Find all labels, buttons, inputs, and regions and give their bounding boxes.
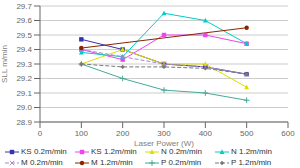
svg-text:500: 500 — [240, 129, 254, 138]
html-text:KS 0.2m/min: KS 0.2m/min — [21, 147, 67, 156]
html-text:P 0.2m/min: P 0.2m/min — [161, 158, 202, 167]
svg-text:29.1: 29.1 — [16, 89, 32, 98]
svg-text:29.5: 29.5 — [16, 31, 32, 40]
svg-text:28.9: 28.9 — [16, 118, 32, 127]
svg-text:300: 300 — [157, 129, 171, 138]
svg-text:29.4: 29.4 — [16, 45, 32, 54]
html-text:M 1.2m/min: M 1.2m/min — [91, 158, 133, 167]
svg-text:29.0: 29.0 — [16, 103, 32, 112]
svg-text:600: 600 — [281, 129, 292, 138]
html-text:N 1.2m/min: N 1.2m/min — [231, 147, 272, 156]
html-text:KS 1.2m/min: KS 1.2m/min — [91, 147, 137, 156]
svg-text:29.2: 29.2 — [16, 74, 32, 83]
html-text:M 0.2m/min: M 0.2m/min — [21, 158, 63, 167]
svg-text:29.3: 29.3 — [16, 60, 32, 69]
svg-text:29.7: 29.7 — [16, 2, 32, 11]
html-text:N 0.2m/min: N 0.2m/min — [161, 147, 202, 156]
svg-text:SLL m/min: SLL m/min — [8, 45, 9, 83]
html-text:P 1.2m/min: P 1.2m/min — [231, 158, 272, 167]
svg-text:100: 100 — [75, 129, 89, 138]
svg-text:0: 0 — [38, 129, 43, 138]
svg-text:400: 400 — [199, 129, 213, 138]
svg-text:29.6: 29.6 — [16, 16, 32, 25]
svg-text:200: 200 — [116, 129, 130, 138]
svg-text:Laser Power (W): Laser Power (W) — [134, 139, 194, 148]
